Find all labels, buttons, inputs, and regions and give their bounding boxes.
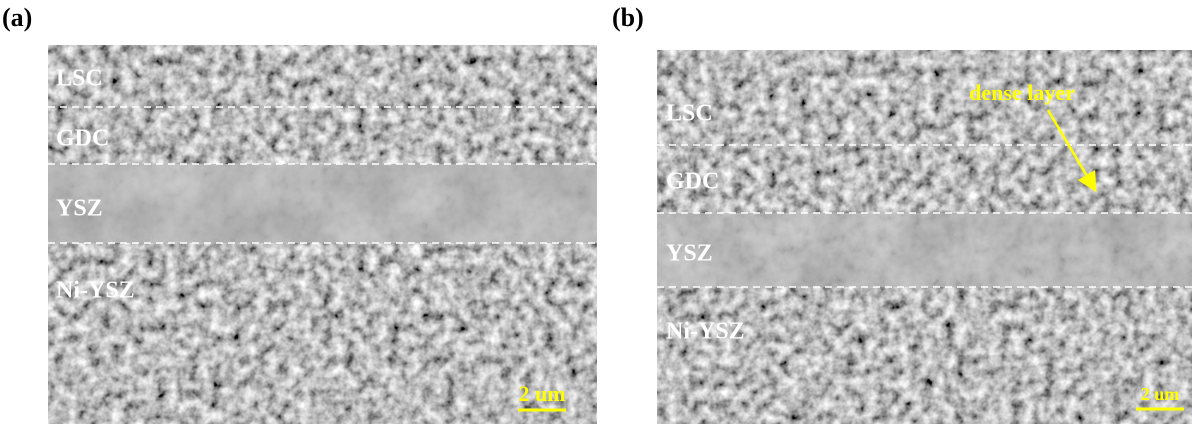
scale-bar-label: 2 um (1141, 384, 1180, 404)
layer-label: LSC (666, 101, 713, 127)
scale-bar-label: 2 um (518, 381, 565, 406)
ysz-band (48, 164, 597, 243)
annotation: dense layer (969, 80, 1075, 105)
layer-label: GDC (666, 169, 719, 195)
layer-label: Ni-YSZ (666, 319, 745, 345)
layer-label: YSZ (666, 241, 713, 267)
layer-label: LSC (56, 66, 103, 92)
panel-label: (b) (612, 3, 644, 32)
layer-label: GDC (56, 126, 109, 152)
layer-label: YSZ (56, 196, 103, 222)
figure: (a) LSC GDC YSZ Ni-YSZ 2 um (b) LSC GDC … (0, 0, 1192, 424)
layer-label: Ni-YSZ (56, 278, 135, 304)
ysz-band (657, 213, 1192, 287)
panel-label: (a) (2, 3, 32, 32)
